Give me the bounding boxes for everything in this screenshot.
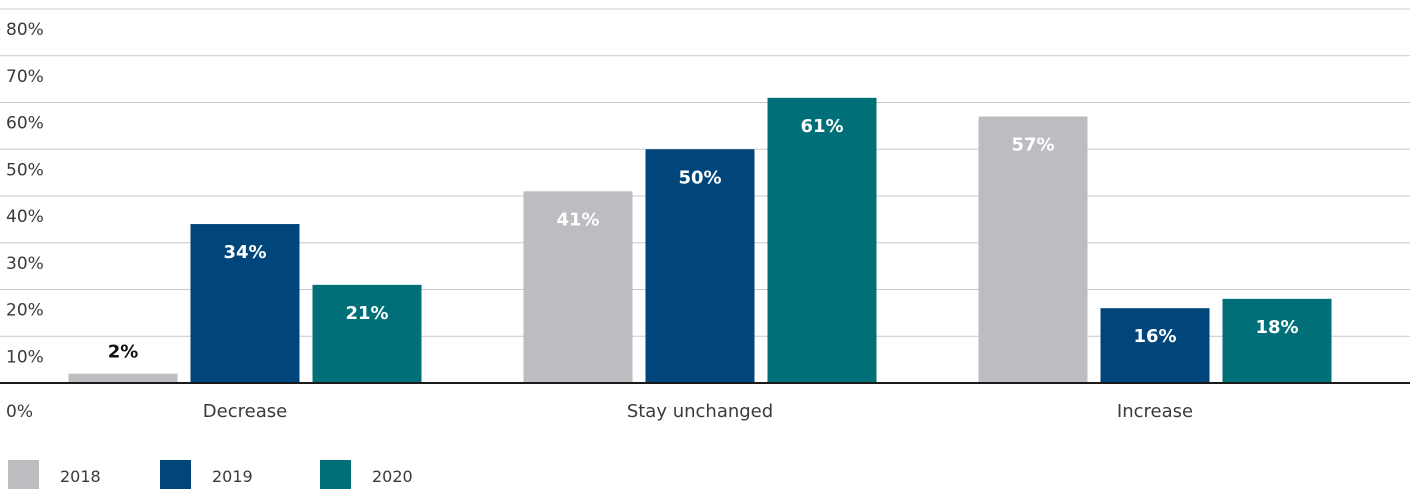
- y-tick-label: 60%: [6, 114, 44, 134]
- y-tick-label: 30%: [6, 254, 44, 274]
- bar: [190, 224, 300, 383]
- x-category-label: Increase: [1117, 401, 1193, 422]
- bar: [767, 97, 877, 383]
- legend-label: 2018: [60, 467, 101, 486]
- data-label: 18%: [1255, 317, 1298, 338]
- bar: [523, 191, 633, 383]
- data-labels: 2% 34% 21% 41% 50% 61% 57% 16% 18%: [108, 116, 1299, 363]
- bar: [1100, 308, 1210, 383]
- y-tick-label: 80%: [6, 20, 44, 40]
- bar: [68, 373, 178, 383]
- x-axis-categories: Decrease Stay unchanged Increase: [203, 401, 1193, 422]
- bar: [1222, 298, 1332, 383]
- data-label: 16%: [1133, 326, 1176, 347]
- y-tick-label: 70%: [6, 67, 44, 87]
- x-category-label: Decrease: [203, 401, 287, 422]
- legend: 2018 2019 2020: [8, 460, 413, 489]
- legend-swatch: [8, 460, 39, 489]
- y-axis-ticks: 0% 10% 20% 30% 40% 50% 60% 70% 80%: [6, 20, 44, 422]
- y-tick-label: 20%: [6, 301, 44, 321]
- data-label: 34%: [223, 242, 266, 263]
- x-category-label: Stay unchanged: [627, 401, 773, 422]
- legend-label: 2019: [212, 467, 253, 486]
- y-tick-label: 10%: [6, 347, 44, 367]
- legend-swatch: [160, 460, 191, 489]
- data-label: 41%: [556, 209, 599, 230]
- data-label: 2%: [108, 342, 139, 363]
- y-tick-label: 40%: [6, 207, 44, 227]
- data-label: 61%: [800, 116, 843, 137]
- bar: [645, 149, 755, 383]
- legend-label: 2020: [372, 467, 413, 486]
- y-tick-label: 0%: [6, 402, 33, 422]
- bar: [312, 284, 422, 383]
- data-label: 21%: [345, 303, 388, 324]
- bar: [978, 116, 1088, 384]
- data-label: 50%: [678, 167, 721, 188]
- y-tick-label: 50%: [6, 160, 44, 180]
- data-label: 57%: [1011, 135, 1054, 156]
- legend-swatch: [320, 460, 351, 489]
- bars: [68, 97, 1332, 384]
